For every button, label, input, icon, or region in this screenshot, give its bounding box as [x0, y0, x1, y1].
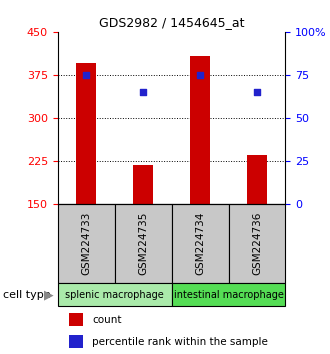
Bar — [190, 56, 210, 204]
Bar — [247, 155, 267, 204]
Point — [254, 89, 260, 95]
Bar — [115, 204, 172, 283]
Point — [197, 72, 203, 78]
Text: GSM224736: GSM224736 — [252, 212, 262, 275]
Text: intestinal macrophage: intestinal macrophage — [174, 290, 283, 300]
Text: GSM224734: GSM224734 — [195, 212, 205, 275]
Bar — [228, 204, 285, 283]
Bar — [58, 283, 172, 306]
Bar — [76, 63, 96, 204]
Bar — [69, 313, 83, 326]
Text: percentile rank within the sample: percentile rank within the sample — [92, 337, 268, 347]
Bar — [58, 204, 115, 283]
Bar — [172, 283, 285, 306]
Point — [141, 89, 146, 95]
Text: GSM224733: GSM224733 — [81, 212, 91, 275]
Point — [83, 72, 89, 78]
Text: ▶: ▶ — [44, 289, 54, 301]
Title: GDS2982 / 1454645_at: GDS2982 / 1454645_at — [99, 16, 244, 29]
Text: count: count — [92, 315, 121, 325]
Text: GSM224735: GSM224735 — [138, 212, 148, 275]
Bar — [69, 335, 83, 348]
Bar — [172, 204, 228, 283]
Bar — [133, 165, 153, 204]
Text: splenic macrophage: splenic macrophage — [65, 290, 164, 300]
Text: cell type: cell type — [3, 290, 51, 300]
